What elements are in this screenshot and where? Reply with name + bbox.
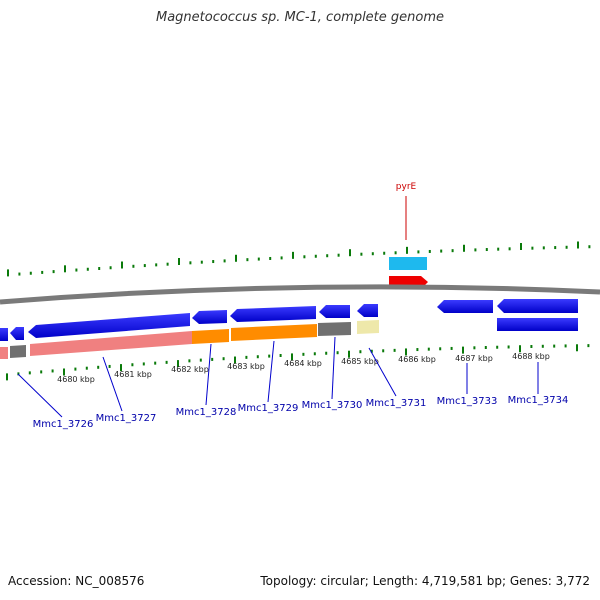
cog-segment-pink[interactable]: [30, 331, 192, 356]
genome-title: Magnetococcus sp. MC-1, complete genome: [155, 10, 445, 25]
cds-arrow[interactable]: [0, 328, 8, 341]
cds-arrow[interactable]: [319, 305, 350, 318]
gene-leader-lines: [17, 336, 539, 418]
pyrE-marker: pyrE: [396, 182, 417, 240]
cds-arrow[interactable]: [192, 310, 227, 324]
leader-line: [267, 340, 275, 403]
cog-segment-grey[interactable]: [318, 322, 351, 336]
kbp-label: 4688 kbp: [512, 352, 550, 361]
kbp-axis-labels: 4680 kbp 4681 kbp 4682 kbp 4683 kbp 4684…: [57, 352, 550, 384]
cog-segment-grey[interactable]: [10, 345, 26, 358]
cds-arrow[interactable]: [497, 299, 578, 313]
lower-tick-ring: [6, 344, 590, 381]
gene-label-mmc1-3726[interactable]: Mmc1_3726: [33, 419, 94, 430]
upper-tick-ring: [7, 241, 591, 277]
kbp-label: 4683 kbp: [227, 362, 265, 371]
pyrE-label: pyrE: [396, 182, 417, 192]
gene-label-mmc1-3731[interactable]: Mmc1_3731: [366, 398, 427, 409]
kbp-label: 4687 kbp: [455, 354, 493, 363]
gene-labels: Mmc1_3726 Mmc1_3727 Mmc1_3728 Mmc1_3729 …: [33, 395, 569, 430]
cds-arrow[interactable]: [10, 327, 24, 340]
leader-line: [331, 336, 336, 400]
cds-box[interactable]: [497, 318, 578, 331]
cog-segment-pink[interactable]: [0, 347, 8, 359]
kbp-label: 4680 kbp: [57, 375, 95, 384]
genome-backbone: [0, 284, 600, 305]
leader-line: [102, 356, 123, 412]
kbp-label: 4681 kbp: [114, 370, 152, 379]
kbp-label: 4684 kbp: [284, 359, 322, 368]
kbp-label: 4686 kbp: [398, 355, 436, 364]
genome-stats-text: Topology: circular; Length: 4,719,581 bp…: [260, 574, 590, 588]
cds-arrow[interactable]: [357, 304, 378, 317]
cds-arrow[interactable]: [230, 306, 316, 322]
cds-arrow[interactable]: [28, 313, 190, 338]
cds-arrow[interactable]: [437, 300, 493, 313]
kbp-label: 4682 kbp: [171, 365, 209, 374]
leader-line: [205, 343, 212, 406]
cog-segment-khaki[interactable]: [357, 320, 379, 334]
gene-label-mmc1-3727[interactable]: Mmc1_3727: [96, 413, 157, 424]
gene-label-mmc1-3733[interactable]: Mmc1_3733: [437, 396, 498, 407]
gene-label-mmc1-3729[interactable]: Mmc1_3729: [238, 403, 299, 414]
cds-track: [0, 299, 578, 341]
leader-line: [17, 373, 63, 418]
gene-label-mmc1-3728[interactable]: Mmc1_3728: [176, 407, 237, 418]
cog-segment-orange[interactable]: [231, 324, 317, 341]
cog-segment-orange[interactable]: [192, 329, 229, 344]
pyrE-cog-box-cyan[interactable]: [389, 257, 427, 270]
gene-label-mmc1-3730[interactable]: Mmc1_3730: [302, 400, 363, 411]
gene-label-mmc1-3734[interactable]: Mmc1_3734: [508, 395, 569, 406]
accession-text: Accession: NC_008576: [8, 574, 145, 588]
kbp-label: 4685 kbp: [341, 357, 379, 366]
cog-track: [0, 320, 379, 359]
leader-line: [368, 347, 397, 397]
